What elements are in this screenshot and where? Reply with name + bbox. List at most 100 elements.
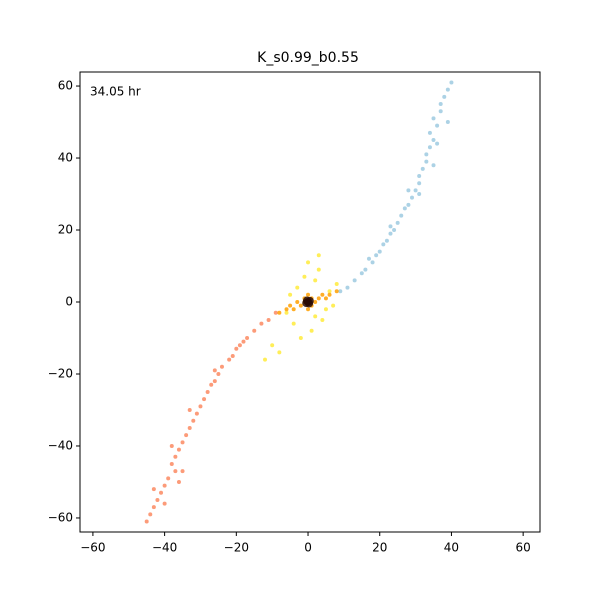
- point: [277, 310, 282, 315]
- point: [316, 267, 321, 272]
- point: [198, 404, 203, 409]
- point: [323, 307, 328, 312]
- point: [184, 433, 189, 438]
- point: [176, 447, 181, 452]
- point: [313, 278, 318, 283]
- point: [252, 328, 257, 333]
- point: [345, 285, 350, 290]
- point: [266, 317, 271, 322]
- point: [381, 242, 386, 247]
- point: [277, 350, 282, 355]
- y-tick-label: 0: [65, 295, 73, 309]
- point: [442, 94, 447, 99]
- x-tick-label: 20: [372, 541, 387, 555]
- point: [377, 249, 382, 254]
- point: [402, 206, 407, 211]
- y-tick-label: −40: [48, 438, 73, 452]
- point: [151, 487, 156, 492]
- point: [173, 454, 178, 459]
- point: [370, 260, 375, 265]
- point: [384, 238, 389, 243]
- point: [309, 328, 314, 333]
- point: [173, 469, 178, 474]
- point: [230, 353, 235, 358]
- point: [288, 303, 293, 308]
- point: [435, 141, 440, 146]
- point: [180, 469, 185, 474]
- point: [338, 289, 343, 294]
- point: [144, 519, 149, 524]
- point: [187, 425, 192, 430]
- point: [320, 292, 325, 297]
- point: [219, 364, 224, 369]
- point: [295, 300, 300, 304]
- point: [438, 102, 443, 107]
- chart-title: K_s0.99_b0.55: [257, 50, 359, 66]
- point: [406, 202, 411, 207]
- point: [374, 253, 379, 258]
- point: [241, 339, 246, 344]
- point: [413, 188, 418, 193]
- x-tick-label: 60: [516, 541, 531, 555]
- point: [445, 120, 450, 125]
- point: [212, 368, 217, 373]
- point: [162, 501, 167, 506]
- point: [352, 278, 357, 283]
- point: [435, 123, 440, 128]
- point: [313, 314, 318, 319]
- point: [438, 109, 443, 114]
- y-tick-label: 40: [58, 151, 73, 165]
- point: [306, 260, 311, 265]
- point: [148, 512, 153, 517]
- point: [323, 296, 328, 301]
- point: [363, 267, 368, 272]
- point: [202, 397, 207, 402]
- point: [316, 253, 321, 258]
- point: [151, 505, 156, 510]
- point: [180, 440, 185, 445]
- point: [176, 479, 181, 484]
- point: [399, 213, 404, 218]
- point: [155, 497, 160, 502]
- point: [327, 292, 332, 297]
- point: [259, 321, 264, 326]
- point: [392, 228, 397, 233]
- point: [237, 343, 242, 348]
- point: [313, 300, 318, 304]
- point: [302, 274, 307, 279]
- points: [144, 80, 454, 524]
- point: [449, 80, 454, 85]
- point: [291, 321, 296, 326]
- y-tick-label: −60: [48, 510, 73, 524]
- point: [245, 335, 250, 340]
- point: [216, 371, 221, 376]
- point: [427, 145, 432, 150]
- point: [417, 192, 422, 197]
- point: [320, 317, 325, 322]
- point: [417, 174, 422, 179]
- point: [298, 335, 303, 340]
- point: [212, 379, 217, 384]
- point: [331, 303, 336, 308]
- point: [298, 303, 303, 308]
- point: [366, 256, 371, 261]
- point: [306, 307, 311, 312]
- point: [427, 130, 432, 135]
- y-tick-label: −20: [48, 366, 73, 380]
- point: [263, 357, 268, 362]
- point: [270, 343, 275, 348]
- point: [302, 296, 311, 305]
- point: [359, 271, 364, 276]
- point: [334, 282, 339, 287]
- point: [295, 285, 300, 290]
- point: [194, 411, 199, 416]
- point: [284, 310, 289, 315]
- point: [327, 289, 332, 294]
- point: [284, 307, 289, 312]
- point: [234, 346, 239, 351]
- point: [273, 310, 278, 315]
- point: [431, 163, 436, 168]
- x-tick-label: −40: [152, 541, 177, 555]
